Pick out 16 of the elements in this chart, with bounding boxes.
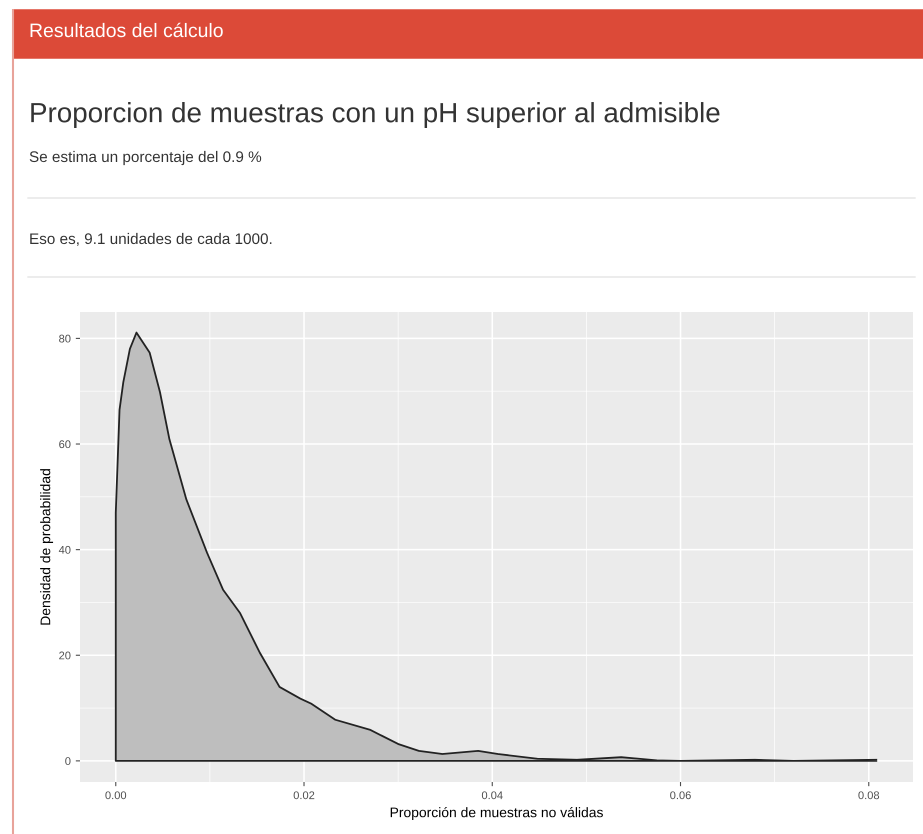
chart-title: Proporcion de muestras con un pH superior al admisible (31, 102, 720, 128)
text: Resultados del cálculo (30, 22, 223, 38)
y-tick-label: 20 (59, 652, 71, 660)
y-tick-label: 40 (58, 546, 71, 554)
text: Eso es, 9.1 unidades de cada 1000. (30, 232, 272, 246)
chart-subtitle: Se estima un porcentaje del 0.9 % (30, 150, 262, 166)
x-tick-label: 0.00 (105, 791, 126, 800)
x-tick-label: 0.02 (294, 791, 314, 800)
y-axis-title: Densidad de probabilidad (40, 469, 54, 625)
x-tick-label: 0.08 (858, 791, 880, 800)
y-tick-label: 80 (59, 334, 71, 343)
x-axis-title: Proporción de muestras no válidas (390, 806, 603, 820)
x-tick-label: 0.04 (482, 791, 503, 800)
y-tick-label: 0 (65, 757, 71, 766)
x-tick-label: 0.06 (670, 791, 691, 800)
y-tick-label: 60 (59, 440, 71, 448)
